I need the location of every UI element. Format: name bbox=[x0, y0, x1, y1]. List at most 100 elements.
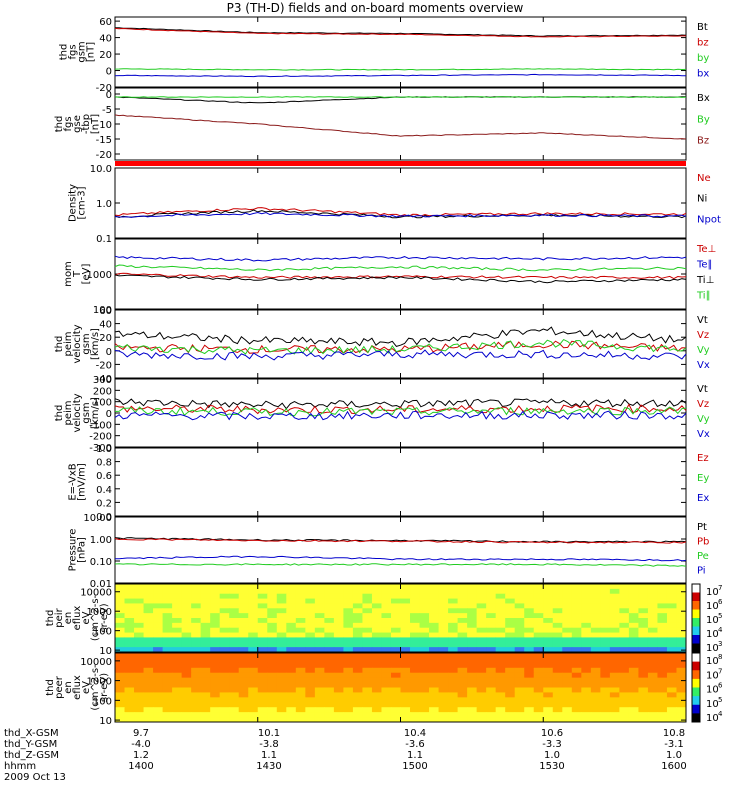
heatmap-cell bbox=[267, 667, 278, 674]
heatmap-cell bbox=[429, 584, 440, 590]
y-axis-label: peim bbox=[63, 400, 74, 425]
heatmap-cell bbox=[524, 588, 535, 595]
heatmap-cell bbox=[219, 692, 230, 698]
heatmap-cell bbox=[514, 662, 525, 669]
heatmap-cell bbox=[476, 647, 487, 653]
heatmap-cell bbox=[429, 717, 440, 723]
heatmap-cell bbox=[162, 584, 173, 590]
heatmap-cell bbox=[295, 642, 306, 648]
heatmap-cell bbox=[124, 702, 135, 708]
heatmap-cell bbox=[248, 653, 259, 659]
heatmap-cell bbox=[562, 712, 573, 718]
heatmap-cell bbox=[543, 588, 554, 595]
heatmap-cell bbox=[134, 677, 145, 684]
heatmap-cell bbox=[533, 647, 544, 653]
colorbar-tick-label: 10 bbox=[706, 685, 719, 696]
heatmap-cell bbox=[400, 584, 411, 590]
heatmap-cell bbox=[590, 687, 601, 693]
heatmap-cell bbox=[305, 642, 316, 648]
heatmap-cell bbox=[429, 593, 440, 600]
heatmap-cell bbox=[619, 712, 630, 718]
heatmap-cell bbox=[562, 672, 573, 679]
heatmap-cell bbox=[647, 584, 658, 590]
heatmap-cell bbox=[295, 622, 306, 629]
heatmap-cell bbox=[362, 717, 373, 723]
heatmap-cell bbox=[267, 657, 278, 664]
heatmap-cell bbox=[666, 603, 677, 609]
heatmap-cell bbox=[562, 627, 573, 634]
heatmap-cell bbox=[134, 618, 145, 624]
heatmap-cell bbox=[153, 588, 164, 595]
heatmap-cell bbox=[362, 647, 373, 653]
heatmap-cell bbox=[676, 593, 687, 600]
heatmap-cell bbox=[448, 712, 459, 718]
heatmap-cell bbox=[457, 584, 468, 590]
heatmap-cell bbox=[115, 593, 126, 600]
heatmap-cell bbox=[400, 618, 411, 624]
heatmap-cell bbox=[162, 608, 173, 614]
heatmap-cell bbox=[257, 687, 268, 693]
heatmap-cell bbox=[514, 598, 525, 604]
heatmap-cell bbox=[162, 627, 173, 634]
heatmap-cell bbox=[276, 603, 287, 609]
legend-label-Ex: Ex bbox=[697, 493, 709, 504]
heatmap-cell bbox=[524, 632, 535, 638]
heatmap-cell bbox=[486, 662, 497, 669]
heatmap-cell bbox=[410, 692, 421, 698]
heatmap-cell bbox=[581, 642, 592, 648]
heatmap-cell bbox=[333, 662, 344, 669]
heatmap-cell bbox=[476, 707, 487, 713]
heatmap-cell bbox=[476, 657, 487, 664]
heatmap-cell bbox=[666, 588, 677, 595]
heatmap-cell bbox=[562, 657, 573, 664]
panel-frame-pressure bbox=[114, 516, 687, 584]
heatmap-cell bbox=[657, 598, 668, 604]
heatmap-cell bbox=[628, 682, 639, 688]
heatmap-cell bbox=[324, 653, 335, 659]
heatmap-cell bbox=[486, 653, 497, 659]
heatmap-cell bbox=[514, 642, 525, 648]
heatmap-cell bbox=[543, 687, 554, 693]
heatmap-cell bbox=[638, 672, 649, 679]
y-tick-label: 0.4 bbox=[96, 485, 112, 496]
y-axis-label: sr-eV) bbox=[99, 603, 110, 632]
heatmap-cell bbox=[514, 702, 525, 708]
heatmap-cell bbox=[238, 662, 249, 669]
heatmap-cell bbox=[248, 682, 259, 688]
heatmap-cell bbox=[495, 707, 506, 713]
heatmap-cell bbox=[628, 697, 639, 703]
heatmap-cell bbox=[210, 697, 221, 703]
heatmap-cell bbox=[238, 647, 249, 653]
heatmap-cell bbox=[305, 657, 316, 664]
heatmap-cell bbox=[343, 653, 354, 659]
heatmap-cell bbox=[581, 712, 592, 718]
heatmap-cell bbox=[609, 653, 620, 659]
heatmap-cell bbox=[476, 692, 487, 698]
heatmap-cell bbox=[267, 603, 278, 609]
heatmap-cell bbox=[200, 627, 211, 634]
heatmap-cell bbox=[371, 692, 382, 698]
heatmap-cell bbox=[400, 632, 411, 638]
heatmap-cell bbox=[343, 622, 354, 629]
heatmap-cell bbox=[286, 677, 297, 684]
heatmap-cell bbox=[514, 697, 525, 703]
heatmap-cell bbox=[200, 672, 211, 679]
heatmap-cell bbox=[352, 588, 363, 595]
heatmap-cell bbox=[676, 637, 687, 643]
heatmap-cell bbox=[267, 598, 278, 604]
heatmap-cell bbox=[647, 653, 658, 659]
heatmap-cell bbox=[210, 672, 221, 679]
heatmap-cell bbox=[448, 707, 459, 713]
heatmap-cell bbox=[257, 682, 268, 688]
footer-date: 2009 Oct 13 bbox=[4, 772, 66, 783]
heatmap-cell bbox=[647, 588, 658, 595]
heatmap-cell bbox=[134, 647, 145, 653]
heatmap-cell bbox=[153, 717, 164, 723]
heatmap-cell bbox=[143, 627, 154, 634]
heatmap-cell bbox=[115, 667, 126, 674]
heatmap-cell bbox=[581, 608, 592, 614]
footer-t-2: 1500 bbox=[402, 761, 428, 772]
y-tick-label: 0.0 bbox=[96, 512, 112, 523]
heatmap-cell bbox=[533, 653, 544, 659]
heatmap-cell bbox=[229, 637, 240, 643]
